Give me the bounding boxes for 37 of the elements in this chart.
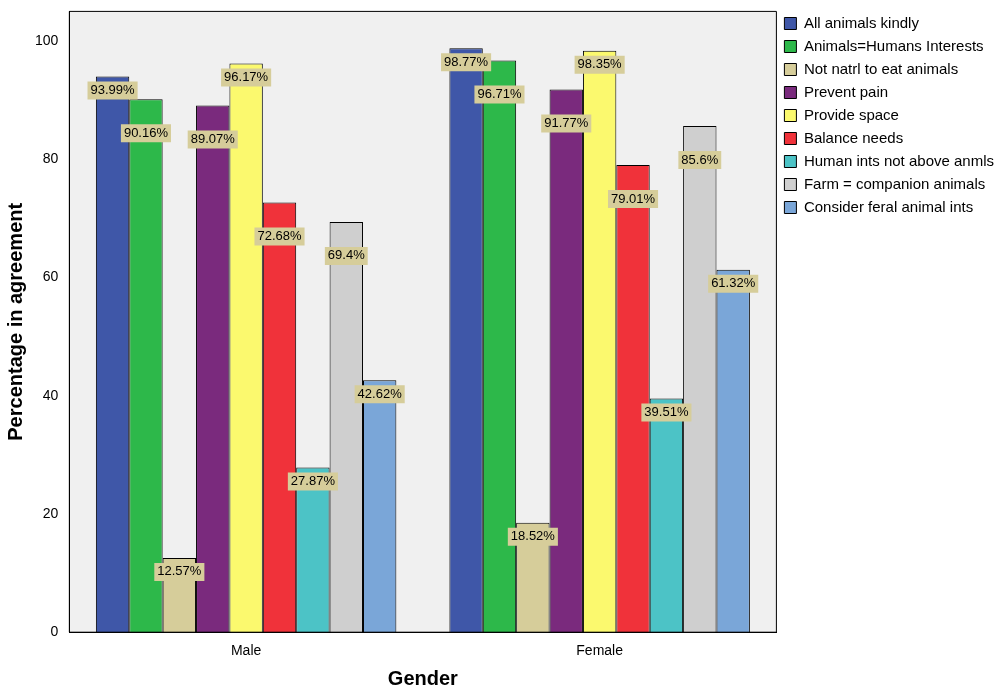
legend-label: All animals kindly [803,13,920,31]
legend-label: Balance needs [803,128,904,146]
data-label: 27.87% [290,473,336,488]
data-label: 90.16% [123,124,169,140]
legend-label: Not natrl to eat animals [803,59,959,77]
data-label: 85.6% [681,151,719,167]
data-label: 96.17% [224,69,269,85]
x-tick-label: Male [230,642,262,659]
y-tick-label: 60 [42,268,59,285]
legend-label: Farm = companion animals [803,174,986,192]
y-axis-title: Percentage in agreement [3,202,26,441]
data-label: 61.32% [711,275,756,291]
y-tick-label: 0 [50,623,59,640]
data-label: 72.68% [257,228,302,244]
data-label: 69.4% [327,247,366,263]
data-label: 96.71% [477,85,522,101]
data-label: 93.99% [90,82,136,98]
data-label: 12.57% [157,563,202,579]
y-tick-label: 80 [42,150,59,167]
data-label: 79.01% [610,190,656,206]
data-label: 98.77% [444,53,489,69]
legend-label: Prevent pain [803,82,889,100]
data-label: 91.77% [544,115,589,131]
data-label: 42.62% [357,385,403,401]
legend-label: Human ints not above anmls [803,151,995,169]
data-label: 89.07% [190,131,236,147]
data-label: 39.51% [644,404,689,420]
legend-label: Animals=Humans Interests [803,36,984,54]
legend-label: Provide space [803,105,899,123]
legend-label: Consider feral animal ints [803,197,974,215]
y-tick-label: 100 [35,31,59,48]
data-label: 98.35% [577,56,623,72]
x-axis-title: Gender [387,666,459,689]
y-tick-label: 40 [42,386,59,403]
x-tick-label: Female [576,642,624,659]
data-label: 18.52% [510,528,556,544]
y-tick-label: 20 [42,504,59,521]
